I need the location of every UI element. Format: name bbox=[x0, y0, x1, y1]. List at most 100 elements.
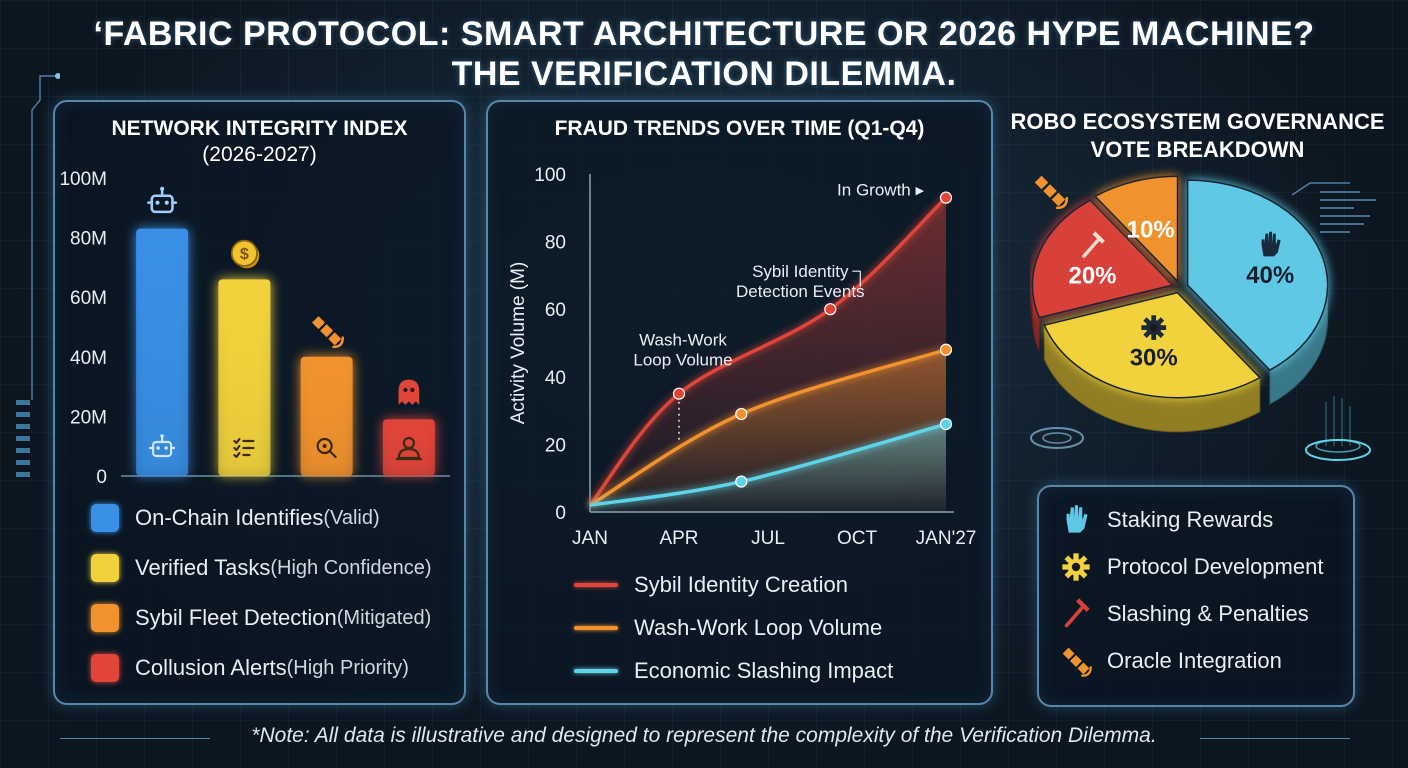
bar-chart-title-line2: (2026-2027) bbox=[202, 143, 317, 166]
pie-slice-label-2: 30% bbox=[1130, 345, 1178, 372]
line-legend-swatch bbox=[574, 626, 618, 630]
page-title-line2: THE VERIFICATION DILEMMA. bbox=[451, 55, 957, 93]
bar-y-tick-label: 40M bbox=[70, 348, 107, 369]
bar-2 bbox=[218, 279, 271, 476]
gear-icon bbox=[1141, 315, 1167, 340]
bar-legend-item: Sybil Fleet Detection (Mitigated) bbox=[91, 604, 431, 632]
line-area-3 bbox=[590, 424, 946, 512]
ghost-icon bbox=[398, 379, 420, 405]
annotation-sybil-detection-line1: Sybil Identity bbox=[752, 262, 849, 281]
line-x-tick-label: JAN'27 bbox=[916, 528, 977, 549]
line-y-tick-label: 20 bbox=[545, 435, 566, 456]
annotation-wash-work-line2: Loop Volume bbox=[633, 351, 732, 370]
bar-legend-label: Verified Tasks bbox=[135, 555, 271, 580]
annotation-sybil-detection-line2: Detection Events bbox=[736, 282, 865, 301]
page-title: ‘FABRIC PROTOCOL: SMART ARCHITECTURE OR … bbox=[0, 14, 1408, 94]
line-x-tick-label: JUL bbox=[751, 528, 785, 549]
bar-legend-qualifier: (Mitigated) bbox=[336, 606, 432, 629]
axe-icon bbox=[1064, 598, 1090, 628]
line-point bbox=[824, 303, 837, 316]
circuit-decoration-right bbox=[1291, 182, 1376, 233]
pie-slice-label-4: 10% bbox=[1127, 216, 1175, 243]
pie-chart-title-line1: ROBO ECOSYSTEM GOVERNANCE bbox=[1010, 109, 1385, 134]
pie-legend-item: Staking Rewards bbox=[1059, 503, 1273, 537]
bar-y-tick-label: 0 bbox=[96, 467, 107, 488]
ring-decoration bbox=[1030, 427, 1084, 449]
satellite-icon bbox=[1062, 647, 1092, 677]
annotation-in-growth: In Growth ▸ bbox=[837, 181, 924, 200]
satellite-icon bbox=[1034, 175, 1069, 210]
footnote: *Note: All data is illustrative and desi… bbox=[251, 724, 1157, 747]
line-point bbox=[735, 407, 748, 421]
line-x-tick-label: OCT bbox=[837, 528, 878, 549]
circuit-decoration-left bbox=[16, 73, 60, 477]
pie-slice-4 bbox=[1094, 175, 1179, 284]
line-chart: 0 20 40 60 80 100 JAN APR JUL OCT JAN'27 Activity V… bbox=[508, 165, 977, 549]
checklist-icon bbox=[233, 437, 255, 459]
bar-1 bbox=[136, 228, 189, 476]
pie-legend-label: Protocol Development bbox=[1107, 554, 1324, 579]
line-legend-label: Sybil Identity Creation bbox=[634, 572, 848, 597]
fraud-trends-panel: FRAUD TRENDS OVER TIME (Q1-Q4) 0 20 40 60 80… bbox=[486, 100, 993, 705]
pie-legend-item: Oracle Integration bbox=[1059, 644, 1282, 678]
pie-slice-label-3: 20% bbox=[1068, 263, 1116, 290]
bar-y-tick-label: 20M bbox=[70, 407, 107, 428]
bar-legend-swatch bbox=[91, 554, 119, 582]
pie-slice-1 bbox=[1186, 179, 1329, 372]
bar-legend-item: Collusion Alerts (High Priority) bbox=[91, 654, 409, 682]
pie-legend-icon bbox=[1062, 647, 1092, 677]
pie-legend-icon bbox=[1062, 553, 1090, 581]
pie-legend-label: Staking Rewards bbox=[1107, 507, 1274, 532]
bar-legend-swatch bbox=[91, 654, 119, 682]
robot-icon bbox=[149, 434, 176, 458]
person-icon bbox=[395, 436, 422, 461]
line-legend-swatch bbox=[574, 669, 618, 673]
line-point bbox=[735, 475, 748, 488]
pie-chart: 40% 30% 20% 10% bbox=[1031, 175, 1329, 433]
line-point bbox=[939, 418, 953, 431]
line-x-tick-label: APR bbox=[659, 528, 698, 549]
integrity-index-panel: NETWORK INTEGRITY INDEX (2026-2027) 0 20M… bbox=[53, 100, 466, 705]
satellite-icon bbox=[311, 316, 344, 349]
line-y-tick-label: 0 bbox=[555, 503, 566, 524]
magnifier-icon bbox=[316, 437, 337, 459]
bar-chart-title-line1: NETWORK INTEGRITY INDEX bbox=[111, 117, 408, 140]
annotation-leader bbox=[852, 270, 861, 288]
annotation-wash-work-line1: Wash-Work bbox=[639, 331, 727, 350]
pie-slice-3 bbox=[1031, 199, 1174, 319]
pie-legend-icon bbox=[1064, 598, 1090, 628]
gear-icon bbox=[1062, 553, 1090, 581]
bar-legend-label: Sybil Fleet Detection bbox=[135, 605, 337, 630]
axe-icon bbox=[1082, 231, 1105, 258]
svg-text:$: $ bbox=[240, 245, 249, 263]
bar-y-tick-label: 60M bbox=[70, 288, 107, 309]
note-rule-right bbox=[1200, 738, 1350, 739]
bar-legend-qualifier: (Valid) bbox=[323, 506, 380, 529]
bar-legend-item: Verified Tasks (High Confidence) bbox=[91, 554, 432, 582]
robot-icon bbox=[147, 186, 178, 214]
line-y-tick-label: 100 bbox=[534, 165, 566, 186]
bar-legend-swatch bbox=[91, 504, 119, 532]
bar-legend-label: Collusion Alerts bbox=[135, 655, 287, 680]
line-y-tick-label: 60 bbox=[545, 300, 566, 321]
line-point bbox=[939, 191, 953, 204]
pie-chart-title-line2: VOTE BREAKDOWN bbox=[1090, 137, 1305, 162]
line-legend-item: Wash-Work Loop Volume bbox=[574, 615, 882, 641]
bar-y-tick-label: 100M bbox=[59, 169, 107, 190]
bar-legend-qualifier: (High Priority) bbox=[286, 656, 409, 679]
coin-icon: $ bbox=[230, 239, 260, 269]
page-title-line1: ‘FABRIC PROTOCOL: SMART ARCHITECTURE OR … bbox=[93, 15, 1315, 53]
line-legend-label: Wash-Work Loop Volume bbox=[634, 615, 883, 640]
pie-legend-label: Oracle Integration bbox=[1107, 648, 1282, 673]
bar-chart: 0 20M 40M 60M 80M 100M $ bbox=[59, 169, 450, 488]
bar-legend-qualifier: (High Confidence) bbox=[270, 556, 432, 579]
line-point bbox=[672, 387, 686, 400]
line-x-tick-label: JAN bbox=[572, 528, 608, 549]
hand-icon bbox=[1261, 231, 1281, 257]
line-series-1 bbox=[588, 196, 948, 507]
bar-legend-label: On-Chain Identifies bbox=[135, 505, 324, 530]
note-rule-left bbox=[60, 738, 210, 739]
pie-legend-label: Slashing & Penalties bbox=[1107, 601, 1309, 626]
pie-legend-icon bbox=[1066, 505, 1088, 533]
bar-chart-title: NETWORK INTEGRITY INDEX (2026-2027) bbox=[55, 116, 464, 168]
